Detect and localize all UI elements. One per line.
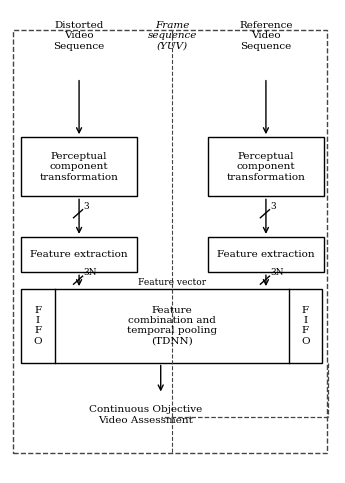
Text: Frame
sequence
(YUV): Frame sequence (YUV)	[148, 21, 197, 51]
Text: Feature extraction: Feature extraction	[217, 250, 315, 259]
Bar	[208, 237, 324, 272]
Bar	[21, 289, 322, 363]
Text: F
I
F
O: F I F O	[33, 306, 42, 346]
Text: Feature vector: Feature vector	[138, 278, 207, 287]
Text: 3N: 3N	[83, 268, 97, 277]
Bar	[21, 137, 137, 197]
Text: 3N: 3N	[270, 268, 284, 277]
Bar	[208, 137, 324, 197]
Text: Perceptual
component
transformation: Perceptual component transformation	[40, 152, 119, 182]
Text: Distorted
Video
Sequence: Distorted Video Sequence	[53, 21, 105, 51]
Text: 3: 3	[270, 201, 276, 211]
Bar	[12, 30, 327, 453]
Text: 3: 3	[83, 201, 89, 211]
Text: Reference
Video
Sequence: Reference Video Sequence	[239, 21, 293, 51]
Text: Feature extraction: Feature extraction	[30, 250, 128, 259]
Text: Continuous Objective
Video Assessment: Continuous Objective Video Assessment	[89, 405, 202, 425]
Text: Feature
combination and
temporal pooling
(TDNN): Feature combination and temporal pooling…	[127, 306, 217, 346]
Text: Perceptual
component
transformation: Perceptual component transformation	[226, 152, 305, 182]
Text: F
I
F
O: F I F O	[301, 306, 310, 346]
Bar	[21, 237, 137, 272]
